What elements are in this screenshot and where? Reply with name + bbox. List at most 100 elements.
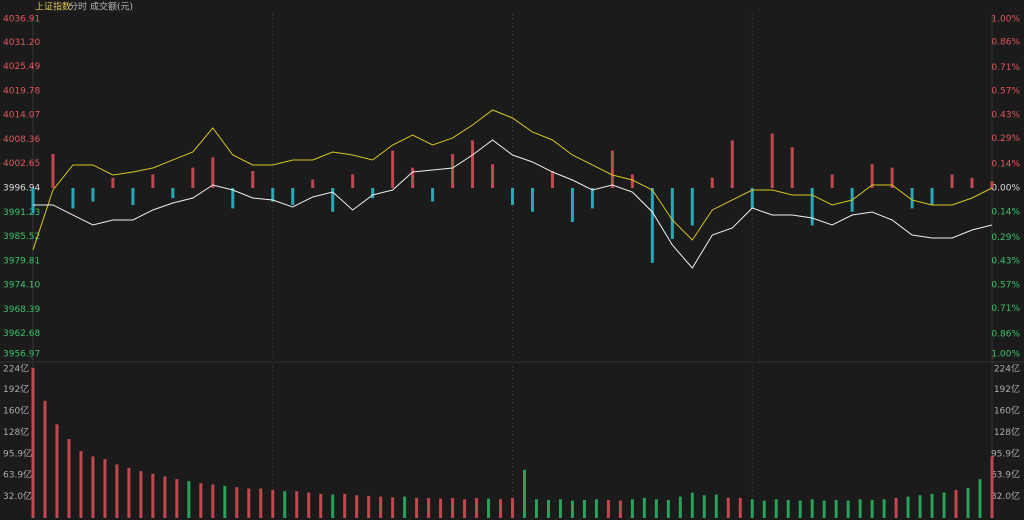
y-tick-label: 224亿 xyxy=(994,363,1020,375)
bar xyxy=(650,188,654,263)
bar xyxy=(491,164,495,188)
bar xyxy=(606,499,610,518)
y-tick-label: 4014.07 xyxy=(3,111,40,121)
bar xyxy=(786,499,790,518)
bar xyxy=(487,498,491,518)
bar xyxy=(311,179,315,188)
y-tick-label: 3968.39 xyxy=(3,305,40,315)
y2-tick-label: 1.00% xyxy=(991,15,1020,25)
bar xyxy=(582,499,586,518)
bar xyxy=(251,171,255,188)
bar xyxy=(690,492,694,518)
bar xyxy=(918,495,922,518)
y2-tick-label: 0.57% xyxy=(991,280,1020,290)
bar xyxy=(91,188,95,202)
bar xyxy=(475,497,479,518)
bar xyxy=(830,174,834,188)
bar xyxy=(343,493,347,518)
bar xyxy=(71,188,75,209)
bar xyxy=(427,497,431,518)
bar xyxy=(283,491,287,518)
bar xyxy=(175,479,179,518)
y-tick-label: 4002.65 xyxy=(3,159,40,169)
bar xyxy=(930,188,934,205)
bar xyxy=(894,497,898,518)
bar xyxy=(890,167,894,188)
bar xyxy=(978,479,982,518)
bar xyxy=(271,188,275,202)
bar xyxy=(670,188,674,239)
bar xyxy=(822,500,826,518)
bar xyxy=(271,489,275,518)
y-tick-label: 192亿 xyxy=(994,383,1020,395)
y2-tick-label: 0.86% xyxy=(991,330,1020,340)
bar xyxy=(51,154,55,188)
bar xyxy=(319,493,323,518)
bar xyxy=(870,499,874,518)
bar xyxy=(331,494,335,518)
y2-tick-label: 0.86% xyxy=(991,37,1020,47)
bar xyxy=(522,469,526,518)
y2-tick-label: 0.43% xyxy=(991,257,1020,267)
y-tick-label: 3996.94 xyxy=(3,184,40,194)
bar xyxy=(594,499,598,518)
bar xyxy=(231,188,235,209)
bar xyxy=(534,499,538,518)
bar xyxy=(630,499,634,518)
y-tick-label: 160亿 xyxy=(3,404,29,416)
y2-tick-label: 0.57% xyxy=(991,87,1020,97)
bar xyxy=(550,171,554,188)
bar xyxy=(950,174,954,188)
y-tick-label: 63.9亿 xyxy=(991,469,1020,481)
bar xyxy=(111,177,115,188)
bar xyxy=(223,485,227,518)
bar xyxy=(618,500,622,518)
y2-tick-label: 0.14% xyxy=(991,160,1020,170)
y2-tick-label: 1.00% xyxy=(991,350,1020,360)
bar xyxy=(966,487,970,518)
y-tick-label: 32.0亿 xyxy=(991,490,1020,502)
bar xyxy=(451,497,455,518)
bar xyxy=(810,499,814,518)
y-tick-label: 3974.10 xyxy=(3,281,40,291)
bar xyxy=(726,497,730,518)
y-tick-label: 4036.91 xyxy=(3,15,40,25)
y2-tick-label: 0.29% xyxy=(991,233,1020,243)
y-tick-label: 63.9亿 xyxy=(3,469,32,481)
bar xyxy=(870,164,874,188)
y-tick-label: 128亿 xyxy=(3,426,29,438)
bar xyxy=(103,459,107,518)
y-tick-label: 192亿 xyxy=(3,383,29,395)
y2-tick-label: 0.00% xyxy=(991,184,1020,194)
y2-tick-label: 0.71% xyxy=(991,63,1020,73)
bar xyxy=(439,498,443,518)
y2-tick-label: 0.29% xyxy=(991,134,1020,144)
bar xyxy=(834,499,838,518)
bar xyxy=(191,167,195,188)
bar xyxy=(846,500,850,518)
bar xyxy=(371,188,375,199)
bar xyxy=(810,188,814,226)
bar xyxy=(930,493,934,518)
index-title: 上证指数 xyxy=(35,1,71,13)
y2-tick-label: 0.71% xyxy=(991,304,1020,314)
bar xyxy=(31,368,35,518)
tab[interactable]: 分时 xyxy=(69,1,87,13)
bar xyxy=(499,499,503,518)
bar xyxy=(750,499,754,518)
tab[interactable]: 成交额(元) xyxy=(90,1,133,13)
bar xyxy=(690,188,694,226)
bar xyxy=(906,496,910,518)
bar xyxy=(307,492,311,518)
bar xyxy=(530,188,534,212)
bar xyxy=(151,174,155,188)
bar xyxy=(710,177,714,188)
y2-tick-label: 0.43% xyxy=(991,110,1020,120)
bar xyxy=(910,188,914,209)
bar xyxy=(379,496,383,518)
y-tick-label: 95.9亿 xyxy=(3,447,32,459)
bar xyxy=(415,497,419,518)
y-tick-label: 224亿 xyxy=(3,363,29,375)
y-tick-label: 4031.20 xyxy=(3,38,40,48)
bar xyxy=(511,188,514,205)
